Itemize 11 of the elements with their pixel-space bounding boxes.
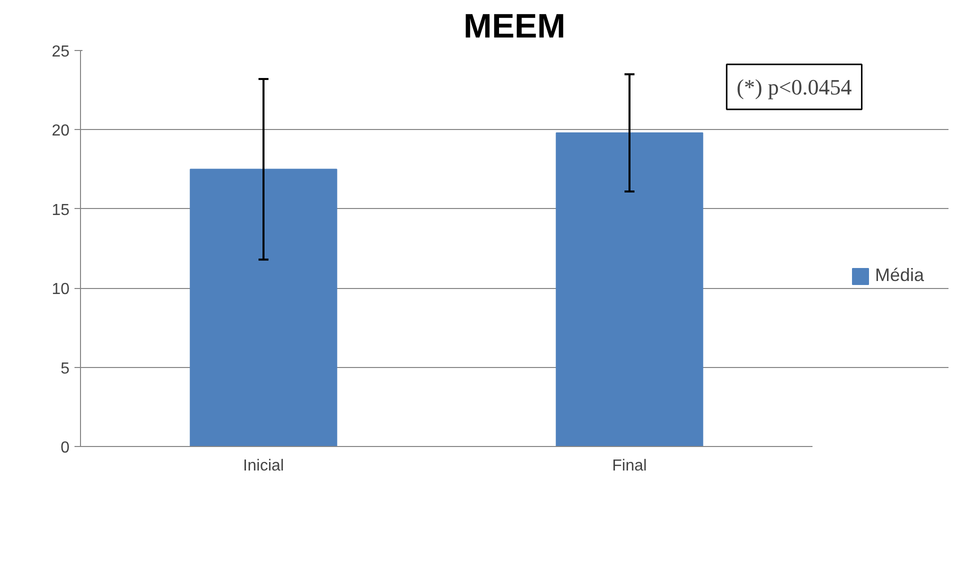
y-tick-label: 5 (60, 360, 70, 378)
legend-label: Média (875, 265, 924, 286)
x-tick-label: Final (612, 458, 647, 474)
y-tick-label: 25 (52, 44, 70, 60)
chart-title: MEEM (464, 8, 566, 46)
y-tick-label: 10 (52, 281, 70, 298)
y-tick-label: 20 (52, 122, 70, 140)
y-tick-label: 0 (60, 440, 70, 456)
annotation: (*) p<0.0454 (736, 74, 852, 100)
x-tick-label: Inicial (243, 458, 284, 474)
y-tick-label: 15 (52, 202, 70, 219)
